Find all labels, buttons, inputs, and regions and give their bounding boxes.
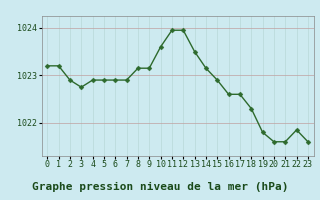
Text: Graphe pression niveau de la mer (hPa): Graphe pression niveau de la mer (hPa): [32, 182, 288, 192]
